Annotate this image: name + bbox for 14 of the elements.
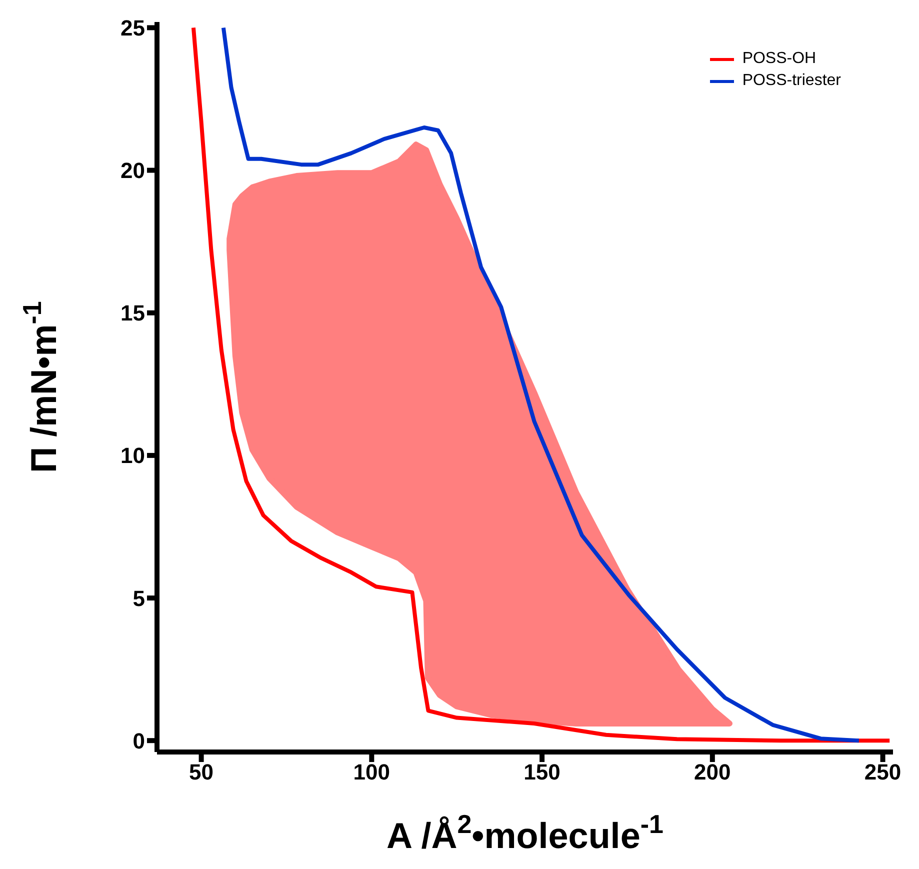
- y-tick-label: 0: [132, 728, 145, 754]
- y-tick-label: 25: [120, 16, 145, 41]
- y-tick-label: 20: [120, 158, 145, 184]
- legend-label: POSS-triester: [742, 71, 841, 91]
- legend-label: POSS-OH: [742, 49, 816, 69]
- x-axis-title: A /Å$^{2}$•molecule$^{-1}$: [386, 809, 664, 856]
- x-tick-label: 150: [524, 760, 560, 785]
- y-tick-label: 5: [132, 586, 145, 611]
- x-tick-label: 200: [694, 760, 731, 785]
- x-tick-label: 100: [353, 760, 390, 785]
- y-tick-label: 10: [120, 443, 145, 468]
- x-tick-label: 50: [189, 760, 214, 785]
- x-tick-label: 250: [864, 760, 902, 785]
- y-tick-label: 15: [120, 300, 145, 326]
